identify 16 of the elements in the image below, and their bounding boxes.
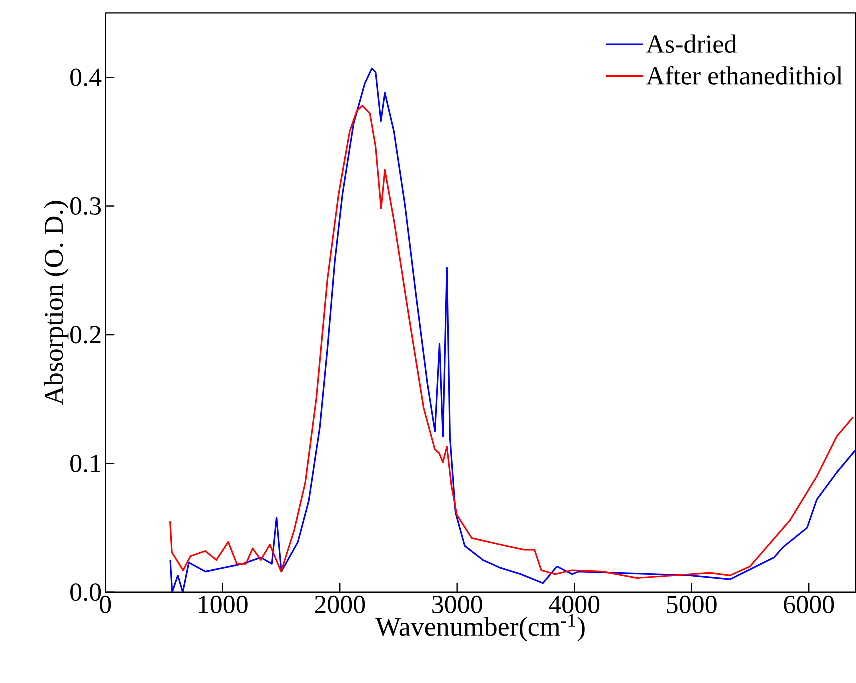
- y-tick-label: 0.3: [70, 197, 102, 216]
- y-tick-label: 0.2: [70, 326, 101, 344]
- x-tick-label: 4000: [549, 596, 600, 614]
- legend-label: As-dried: [646, 34, 737, 54]
- legend-label: After ethanedithiol: [646, 66, 843, 85]
- x-tick-label: 0: [100, 596, 112, 614]
- y-axis-title: Absorption (O. D.): [44, 201, 69, 406]
- x-axis-title: Wavenumber(cm$^{-1}$): [376, 614, 585, 642]
- x-tick-label: 1000: [199, 596, 248, 614]
- x-tick-label: 6000: [784, 596, 834, 614]
- y-tick-label: 0.1: [70, 454, 100, 473]
- x-tick-label: 2000: [315, 596, 366, 614]
- y-tick-label: 0.4: [70, 68, 102, 86]
- y-tick-label: 0.0: [70, 584, 102, 602]
- x-tick-label: 5000: [667, 596, 717, 614]
- x-tick-label: 3000: [432, 596, 482, 614]
